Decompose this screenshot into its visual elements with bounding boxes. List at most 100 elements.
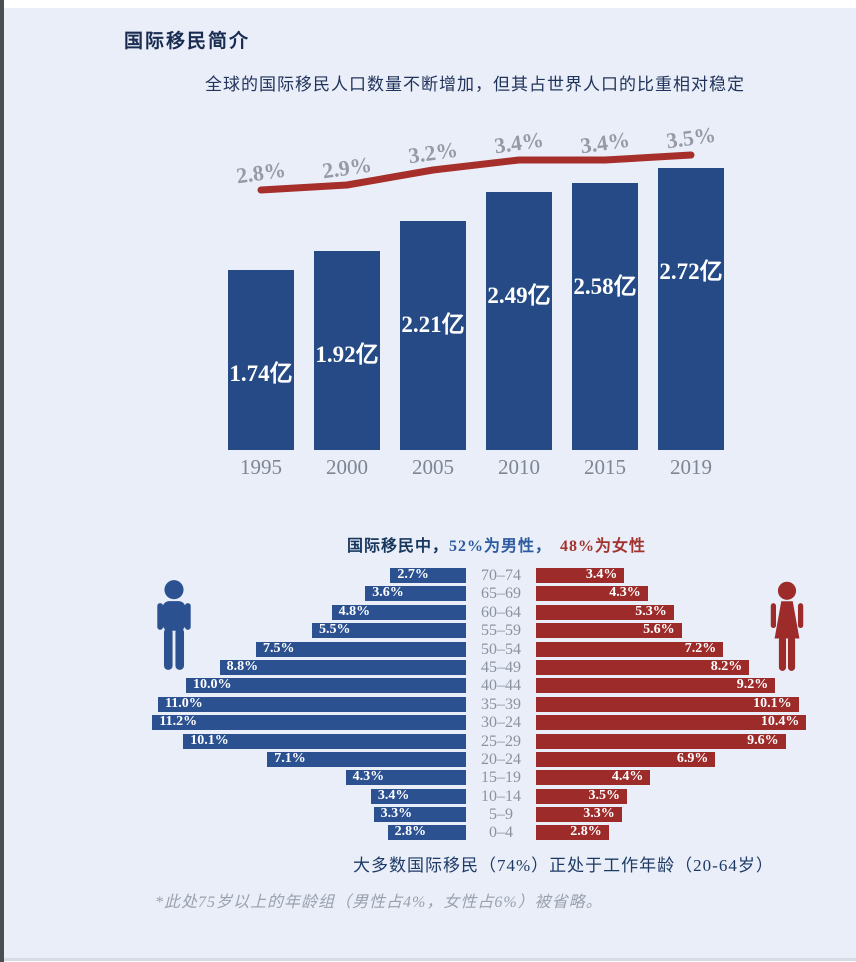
female-bar: 3.5% bbox=[536, 788, 627, 804]
male-bar-label: 8.8% bbox=[226, 658, 259, 674]
female-bar: 4.4% bbox=[536, 769, 651, 786]
male-bar: 3.3% bbox=[373, 806, 466, 823]
male-bar-zone: 10.0% bbox=[146, 677, 466, 694]
female-bar: 9.6% bbox=[536, 733, 786, 749]
female-bar: 8.2% bbox=[536, 659, 750, 675]
line-value-label: 3.2% bbox=[406, 136, 460, 169]
migrant-bar: 2.49亿 bbox=[486, 192, 552, 450]
male-bar: 2.7% bbox=[390, 567, 466, 583]
male-bar: 11.0% bbox=[158, 695, 466, 712]
male-bar-label: 4.3% bbox=[352, 769, 385, 785]
male-bar: 4.8% bbox=[331, 603, 466, 620]
male-bar-label: 10.1% bbox=[190, 732, 229, 748]
male-bar-zone: 7.1% bbox=[146, 751, 466, 767]
female-bar-label: 3.3% bbox=[583, 806, 615, 822]
female-bar-label: 2.8% bbox=[570, 824, 602, 840]
female-bar-label: 5.6% bbox=[643, 622, 675, 638]
pyramid-title-prefix: 国际移民中， bbox=[347, 538, 450, 555]
female-bar: 3.4% bbox=[536, 567, 625, 583]
male-bar-zone: 3.3% bbox=[146, 806, 466, 823]
age-group-label: 40–44 bbox=[481, 677, 521, 695]
female-bar: 6.9% bbox=[536, 751, 716, 767]
year-label: 1995 bbox=[240, 455, 282, 479]
female-bar: 5.3% bbox=[536, 603, 674, 620]
migrant-bar: 2.72亿 bbox=[658, 168, 724, 450]
age-group-label: 50–54 bbox=[481, 640, 521, 658]
female-bar: 9.2% bbox=[536, 677, 776, 694]
age-group-label: 5–9 bbox=[489, 806, 513, 824]
migrant-bar-chart: 1.74亿 1995 1.92亿 2000 2.21亿 2005 2.49亿 2010 2.58… bbox=[228, 122, 724, 479]
male-bar-label: 2.7% bbox=[397, 567, 429, 582]
pyramid-row: 3.4% 10–14 3.5% bbox=[146, 787, 826, 805]
male-bar: 10.0% bbox=[186, 677, 466, 694]
age-group-label: 45–49 bbox=[481, 658, 521, 676]
infographic-panel: 国际移民简介 全球的国际移民人口数量不断增加，但其占世界人口的比重相对稳定 1.… bbox=[4, 8, 856, 961]
age-group-label: 15–19 bbox=[481, 769, 521, 787]
bar-value-label: 1.92亿 bbox=[315, 342, 379, 368]
year-label: 2015 bbox=[584, 455, 626, 479]
pyramid-row: 11.0% 35–39 10.1% bbox=[146, 695, 826, 712]
female-bar-zone: 2.8% bbox=[536, 824, 826, 841]
male-bar-label: 3.4% bbox=[377, 787, 410, 803]
pyramid-caption: 大多数国际移民（74%）正处于工作年龄（20-64岁） bbox=[353, 856, 774, 875]
female-bar-zone: 9.2% bbox=[536, 677, 826, 694]
pyramid-row: 4.8% 60–64 5.3% bbox=[146, 603, 826, 620]
pyramid-row: 7.1% 20–24 6.9% bbox=[146, 750, 826, 768]
male-bar-zone: 7.5% bbox=[146, 641, 466, 657]
male-bar-zone: 2.8% bbox=[146, 824, 466, 841]
female-bar-zone: 5.6% bbox=[536, 622, 826, 639]
male-bar-zone: 3.6% bbox=[146, 585, 466, 602]
age-group-label: 10–14 bbox=[481, 787, 521, 805]
age-group-label: 20–24 bbox=[481, 750, 521, 768]
female-bar-label: 9.2% bbox=[736, 677, 769, 693]
female-bar: 10.4% bbox=[536, 714, 807, 731]
year-label: 2010 bbox=[498, 455, 540, 479]
bar-value-label: 2.72亿 bbox=[659, 259, 723, 285]
migrant-bar: 1.74亿 bbox=[228, 269, 294, 450]
male-bar-zone: 3.4% bbox=[146, 787, 466, 804]
male-bar: 3.6% bbox=[365, 585, 466, 602]
age-group-label: 0–4 bbox=[489, 824, 513, 842]
age-group-label: 30–24 bbox=[481, 714, 521, 732]
male-bar: 7.5% bbox=[256, 641, 466, 657]
age-group-label: 25–29 bbox=[481, 732, 521, 750]
male-bar: 5.5% bbox=[312, 622, 466, 639]
female-bar-zone: 9.6% bbox=[536, 733, 826, 749]
male-bar: 3.4% bbox=[370, 787, 466, 804]
female-bar-zone: 6.9% bbox=[536, 751, 826, 767]
pyramid-title-male-share: 52%为男性， bbox=[449, 538, 553, 555]
female-bar-zone: 10.1% bbox=[536, 696, 826, 712]
male-bar-label: 11.0% bbox=[165, 695, 203, 711]
bar-value-label: 2.21亿 bbox=[401, 312, 465, 338]
female-bar-label: 4.4% bbox=[611, 769, 644, 785]
line-value-label: 3.4% bbox=[492, 126, 546, 159]
age-group-label: 70–74 bbox=[481, 567, 521, 584]
male-bar-zone: 5.5% bbox=[146, 622, 466, 639]
male-bar: 10.1% bbox=[183, 732, 466, 749]
pyramid-row: 8.8% 45–49 8.2% bbox=[146, 658, 826, 676]
bar-value-label: 2.49亿 bbox=[487, 283, 551, 309]
female-bar: 2.8% bbox=[536, 824, 609, 841]
female-bar-zone: 3.5% bbox=[536, 788, 826, 804]
male-bar: 11.2% bbox=[152, 714, 466, 731]
male-bar-zone: 4.8% bbox=[146, 603, 466, 620]
female-bar-label: 10.4% bbox=[760, 714, 800, 730]
line-value-label: 2.8% bbox=[234, 156, 288, 189]
pyramid-title-female-share: 48%为女性 bbox=[560, 538, 647, 555]
year-label: 2005 bbox=[412, 455, 454, 479]
male-bar-label: 3.3% bbox=[380, 806, 413, 822]
male-bar-zone: 11.0% bbox=[146, 695, 466, 712]
male-bar-label: 4.8% bbox=[338, 603, 371, 619]
female-bar-zone: 4.4% bbox=[536, 769, 826, 786]
bar-value-label: 2.58亿 bbox=[573, 273, 637, 299]
female-bar: 4.3% bbox=[536, 585, 648, 602]
male-bar: 4.3% bbox=[345, 769, 466, 786]
female-bar-zone: 10.4% bbox=[536, 714, 826, 731]
line-value-label: 3.5% bbox=[664, 121, 718, 154]
female-bar-label: 5.3% bbox=[635, 603, 667, 619]
line-value-label: 2.9% bbox=[320, 151, 374, 184]
male-bar-zone: 10.1% bbox=[146, 732, 466, 749]
trend-line bbox=[257, 151, 695, 194]
female-bar-zone: 3.4% bbox=[536, 567, 826, 583]
male-bar-zone: 11.2% bbox=[146, 714, 466, 731]
